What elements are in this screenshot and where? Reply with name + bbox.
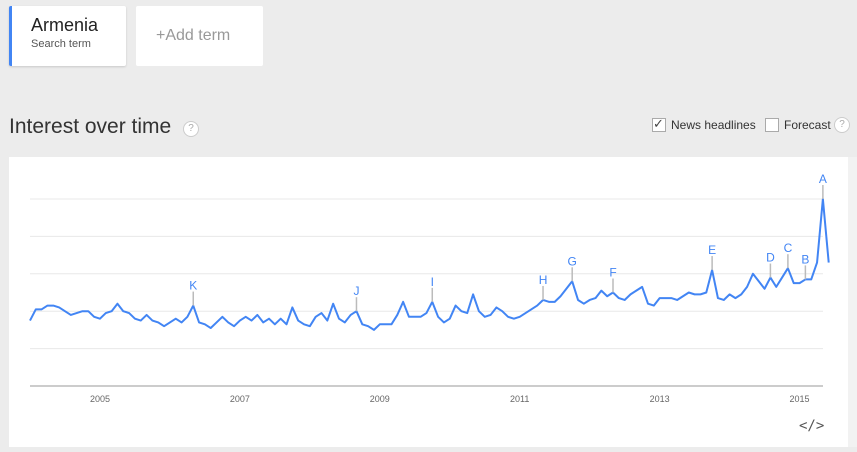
checkmark-icon: ✓ [653,116,664,131]
search-term-name: Armenia [31,15,99,35]
x-tick-label: 2005 [90,394,110,404]
x-tick-label: 2007 [230,394,250,404]
forecast-help-icon[interactable]: ? [834,117,850,133]
annotation-e[interactable]: E [708,243,716,257]
embed-code-icon[interactable]: </> [799,418,825,434]
help-icon[interactable]: ? [183,121,199,137]
x-tick-label: 2011 [510,394,529,404]
side-strip [848,157,857,447]
annotation-a[interactable]: A [819,172,827,186]
annotation-d[interactable]: D [766,251,775,265]
annotation-f[interactable]: F [609,266,616,280]
add-term-button[interactable]: +Add term [136,6,263,66]
news-headlines-label: News headlines [671,118,756,132]
annotation-c[interactable]: C [784,241,793,255]
add-term-label: +Add term [156,27,231,44]
annotation-j[interactable]: J [353,284,359,298]
annotation-i[interactable]: I [431,275,434,289]
annotation-g[interactable]: G [568,254,577,268]
section-title: Interest over time [9,115,172,138]
search-term-card[interactable]: Armenia Search term [9,6,126,66]
x-tick-label: 2009 [370,394,390,404]
line-chart: 2005 2007 2009 2011 2013 2015 K J I H G F E DCB A [29,172,830,404]
x-tick-label: 2013 [650,394,670,404]
forecast-label: Forecast [784,118,831,132]
search-term-label: Search term [31,38,91,50]
annotation-k[interactable]: K [189,279,197,293]
series-line [29,198,830,331]
news-headlines-checkbox[interactable]: ✓ [652,116,666,132]
annotation-b[interactable]: B [801,252,809,266]
forecast-checkbox[interactable] [765,118,779,132]
x-tick-label: 2015 [790,394,810,404]
interest-chart: 2005 2007 2009 2011 2013 2015 K J I H G F E D C B A [9,157,848,447]
annotation-h[interactable]: H [539,273,548,287]
